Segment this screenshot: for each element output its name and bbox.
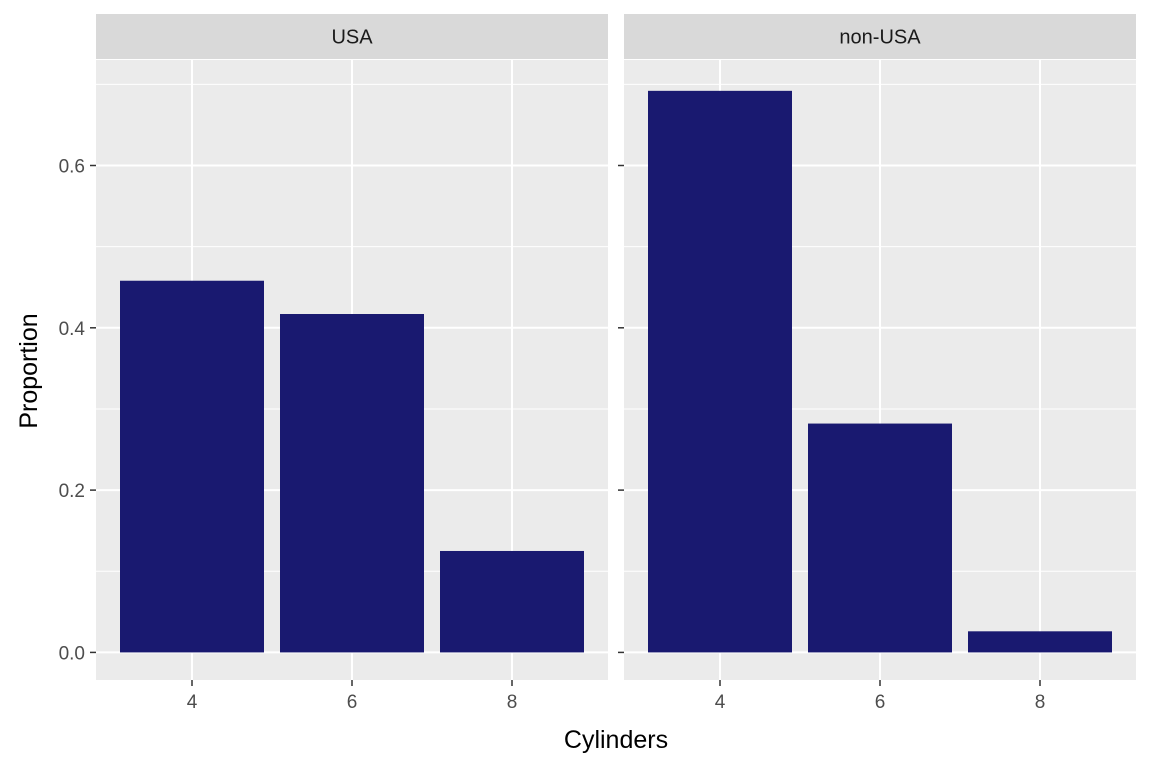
- y-tick-label: 0.0: [59, 643, 85, 664]
- bar-non-usa-4: [648, 90, 792, 653]
- x-tick-label: 6: [347, 692, 358, 713]
- x-tick-label: 4: [187, 692, 198, 713]
- bar-usa-8: [440, 550, 584, 653]
- x-tick-label: 8: [507, 692, 518, 713]
- bar-non-usa-6: [808, 423, 952, 653]
- bar-usa-6: [280, 314, 424, 653]
- facet-strip-label: USA: [331, 27, 373, 49]
- bar-non-usa-8: [968, 631, 1112, 653]
- y-tick-label: 0.4: [59, 319, 86, 340]
- facet-strip: [624, 14, 1136, 59]
- bar-usa-4: [120, 280, 264, 653]
- x-tick-label: 4: [715, 692, 726, 713]
- x-tick-label: 8: [1035, 692, 1046, 713]
- y-axis-title: Proportion: [15, 313, 43, 428]
- x-axis-title: Cylinders: [564, 726, 668, 754]
- facet-strip: [96, 14, 608, 59]
- facet-strip-label: non-USA: [839, 27, 921, 49]
- facet-panel-usa: USA 4 6 8 0.0 0.2 0.4 0.6: [59, 14, 608, 713]
- facet-panel-non-usa: non-USA 4 6 8: [618, 14, 1136, 713]
- y-tick-label: 0.6: [59, 156, 85, 177]
- x-tick-label: 6: [875, 692, 886, 713]
- y-tick-label: 0.2: [59, 481, 85, 502]
